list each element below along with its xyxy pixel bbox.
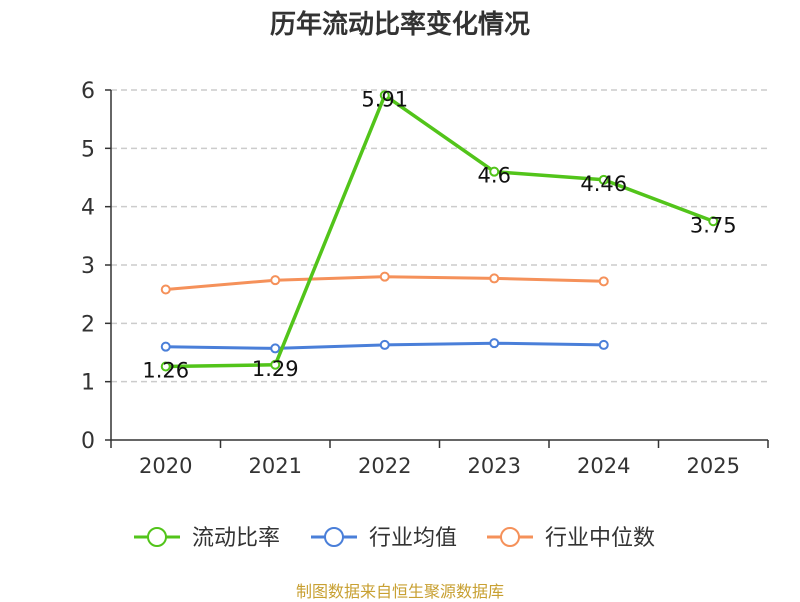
data-label: 4.6 <box>478 164 511 188</box>
legend-label: 行业均值 <box>369 526 457 551</box>
legend-marker <box>147 527 167 547</box>
source-note: 制图数据来自恒生聚源数据库 <box>295 582 504 601</box>
data-point <box>379 90 390 101</box>
data-point <box>160 361 171 372</box>
data-point <box>598 174 609 185</box>
data-point <box>270 275 281 286</box>
y-tick-label: 0 <box>81 429 95 454</box>
x-tick-label: 2021 <box>249 454 302 478</box>
legend-label: 流动比率 <box>192 526 280 551</box>
data-point <box>489 273 500 284</box>
data-point <box>708 216 719 227</box>
data-label: 1.26 <box>142 359 189 383</box>
x-tick-label: 2020 <box>139 454 192 478</box>
data-point <box>379 271 390 282</box>
x-tick-label: 2023 <box>468 454 521 478</box>
data-point <box>489 338 500 349</box>
x-tick-label: 2024 <box>577 454 630 478</box>
y-tick-label: 4 <box>81 196 95 221</box>
x-tick-label: 2025 <box>687 454 740 478</box>
legend-marker <box>324 527 344 547</box>
series-line-1 <box>165 93 714 369</box>
y-tick-label: 6 <box>81 79 95 104</box>
data-point <box>160 341 171 352</box>
data-label: 4.46 <box>580 172 627 196</box>
y-tick-label: 2 <box>81 312 95 337</box>
data-point <box>270 343 281 354</box>
data-point <box>379 339 390 350</box>
data-point <box>489 166 500 177</box>
data-label: 1.29 <box>252 357 299 381</box>
data-label: 3.75 <box>690 213 737 237</box>
x-tick-label: 2022 <box>358 454 411 478</box>
y-tick-label: 3 <box>81 254 95 279</box>
y-tick-label: 5 <box>81 137 95 162</box>
legend-marker <box>500 527 520 547</box>
y-tick-label: 1 <box>81 371 95 396</box>
data-label: 5.91 <box>361 87 408 111</box>
chart-title: 历年流动比率变化情况 <box>269 10 530 40</box>
legend-label: 行业中位数 <box>545 526 655 551</box>
data-point <box>270 359 281 370</box>
data-point <box>598 339 609 350</box>
data-point <box>160 284 171 295</box>
data-point <box>598 276 609 287</box>
